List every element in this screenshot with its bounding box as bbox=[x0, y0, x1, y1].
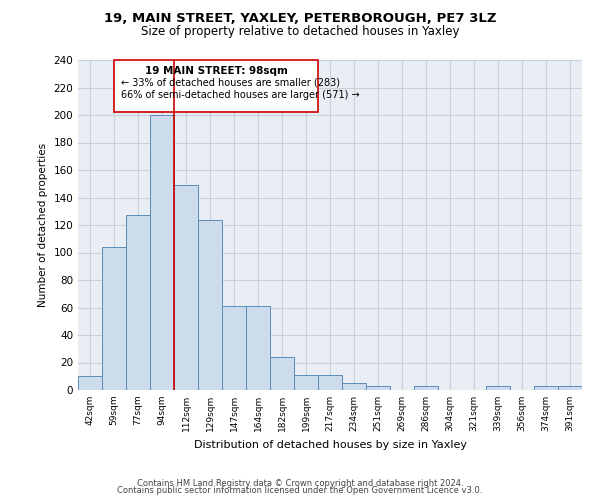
Bar bbox=[366, 386, 390, 390]
Text: Contains HM Land Registry data © Crown copyright and database right 2024.: Contains HM Land Registry data © Crown c… bbox=[137, 478, 463, 488]
Bar bbox=[486, 386, 510, 390]
Bar bbox=[126, 216, 150, 390]
X-axis label: Distribution of detached houses by size in Yaxley: Distribution of detached houses by size … bbox=[193, 440, 467, 450]
Bar bbox=[246, 306, 270, 390]
Bar bbox=[270, 357, 294, 390]
Text: Contains public sector information licensed under the Open Government Licence v3: Contains public sector information licen… bbox=[118, 486, 482, 495]
Bar bbox=[102, 247, 126, 390]
Text: 66% of semi-detached houses are larger (571) →: 66% of semi-detached houses are larger (… bbox=[121, 90, 360, 100]
Bar bbox=[318, 375, 342, 390]
Bar bbox=[150, 115, 174, 390]
Bar bbox=[222, 306, 246, 390]
Bar bbox=[558, 386, 582, 390]
Bar bbox=[294, 375, 318, 390]
Bar bbox=[198, 220, 222, 390]
Y-axis label: Number of detached properties: Number of detached properties bbox=[38, 143, 48, 307]
Bar bbox=[174, 185, 198, 390]
Bar bbox=[534, 386, 558, 390]
Text: Size of property relative to detached houses in Yaxley: Size of property relative to detached ho… bbox=[141, 25, 459, 38]
Text: ← 33% of detached houses are smaller (283): ← 33% of detached houses are smaller (28… bbox=[121, 78, 340, 88]
FancyBboxPatch shape bbox=[114, 60, 318, 112]
Bar bbox=[414, 386, 438, 390]
Text: 19, MAIN STREET, YAXLEY, PETERBOROUGH, PE7 3LZ: 19, MAIN STREET, YAXLEY, PETERBOROUGH, P… bbox=[104, 12, 496, 26]
Bar bbox=[78, 376, 102, 390]
Bar bbox=[342, 383, 366, 390]
Text: 19 MAIN STREET: 98sqm: 19 MAIN STREET: 98sqm bbox=[145, 66, 287, 76]
